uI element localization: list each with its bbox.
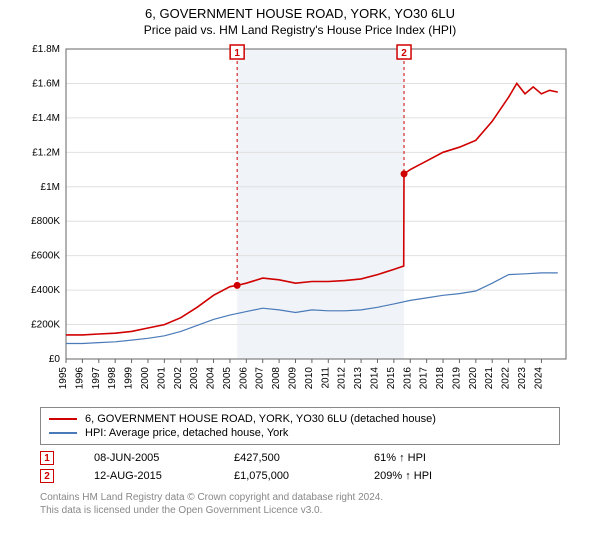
chart-subtitle: Price paid vs. HM Land Registry's House …: [0, 21, 600, 41]
sale-date: 08-JUN-2005: [94, 452, 194, 464]
svg-text:2021: 2021: [484, 367, 495, 390]
sale-price: £427,500: [234, 452, 334, 464]
footer-line: This data is licensed under the Open Gov…: [40, 504, 560, 517]
svg-text:2008: 2008: [271, 367, 282, 390]
svg-text:£1M: £1M: [41, 182, 60, 193]
sale-price: £1,075,000: [234, 470, 334, 482]
legend: 6, GOVERNMENT HOUSE ROAD, YORK, YO30 6LU…: [40, 407, 560, 445]
sale-row: 1 08-JUN-2005 £427,500 61% ↑ HPI: [40, 449, 560, 467]
svg-text:2009: 2009: [288, 367, 299, 390]
svg-text:£400K: £400K: [31, 285, 60, 296]
sale-row: 2 12-AUG-2015 £1,075,000 209% ↑ HPI: [40, 467, 560, 485]
price-chart: £0 £200K £400K £600K £800K £1M £1.2M £1.4M £1.6M…: [20, 41, 580, 401]
svg-text:2: 2: [401, 48, 407, 59]
sales-table: 1 08-JUN-2005 £427,500 61% ↑ HPI 2 12-AUG-201…: [40, 449, 560, 485]
svg-text:£800K: £800K: [31, 216, 60, 227]
svg-text:2011: 2011: [320, 367, 331, 389]
svg-text:1996: 1996: [74, 367, 85, 390]
svg-text:£0: £0: [49, 354, 61, 365]
svg-text:2001: 2001: [156, 367, 167, 390]
svg-text:2022: 2022: [501, 367, 512, 390]
legend-label: HPI: Average price, detached house, York: [85, 427, 288, 439]
sale-pct: 209% ↑ HPI: [374, 470, 432, 482]
svg-text:£1.6M: £1.6M: [32, 78, 60, 89]
svg-text:2013: 2013: [353, 367, 364, 390]
footer-line: Contains HM Land Registry data © Crown c…: [40, 491, 560, 504]
svg-text:£1.2M: £1.2M: [32, 147, 60, 158]
svg-text:2019: 2019: [451, 367, 462, 390]
legend-swatch: [49, 418, 77, 420]
svg-text:2014: 2014: [369, 367, 380, 390]
svg-text:2007: 2007: [255, 367, 266, 390]
svg-text:1999: 1999: [124, 367, 135, 390]
svg-text:2012: 2012: [337, 367, 348, 390]
svg-text:£600K: £600K: [31, 251, 60, 262]
svg-text:1998: 1998: [107, 367, 118, 390]
sale-date: 12-AUG-2015: [94, 470, 194, 482]
svg-text:2002: 2002: [173, 367, 184, 390]
svg-text:2000: 2000: [140, 367, 151, 390]
sale-pct: 61% ↑ HPI: [374, 452, 426, 464]
svg-text:1997: 1997: [91, 367, 102, 390]
chart-title: 6, GOVERNMENT HOUSE ROAD, YORK, YO30 6LU: [0, 0, 600, 21]
svg-text:2018: 2018: [435, 367, 446, 390]
sale-badge: 2: [40, 469, 54, 483]
footer-attribution: Contains HM Land Registry data © Crown c…: [40, 491, 560, 517]
svg-text:2016: 2016: [402, 367, 413, 390]
svg-text:2017: 2017: [419, 367, 430, 390]
svg-text:£1.8M: £1.8M: [32, 44, 60, 55]
svg-text:2015: 2015: [386, 367, 397, 390]
svg-text:2006: 2006: [238, 367, 249, 390]
sale-badge: 1: [40, 451, 54, 465]
svg-text:2024: 2024: [533, 367, 544, 390]
svg-text:2023: 2023: [517, 367, 528, 390]
svg-text:2005: 2005: [222, 367, 233, 390]
svg-text:£200K: £200K: [31, 320, 60, 331]
svg-text:2004: 2004: [206, 367, 217, 390]
legend-item: 6, GOVERNMENT HOUSE ROAD, YORK, YO30 6LU…: [49, 412, 551, 426]
svg-text:1995: 1995: [58, 367, 69, 390]
legend-swatch: [49, 432, 77, 434]
legend-item: HPI: Average price, detached house, York: [49, 426, 551, 440]
svg-text:1: 1: [234, 48, 240, 59]
svg-text:2010: 2010: [304, 367, 315, 390]
chart-area: £0 £200K £400K £600K £800K £1M £1.2M £1.4M £1.6M…: [20, 41, 580, 401]
svg-text:2020: 2020: [468, 367, 479, 390]
svg-text:£1.4M: £1.4M: [32, 113, 60, 124]
svg-text:2003: 2003: [189, 367, 200, 390]
legend-label: 6, GOVERNMENT HOUSE ROAD, YORK, YO30 6LU…: [85, 413, 436, 425]
